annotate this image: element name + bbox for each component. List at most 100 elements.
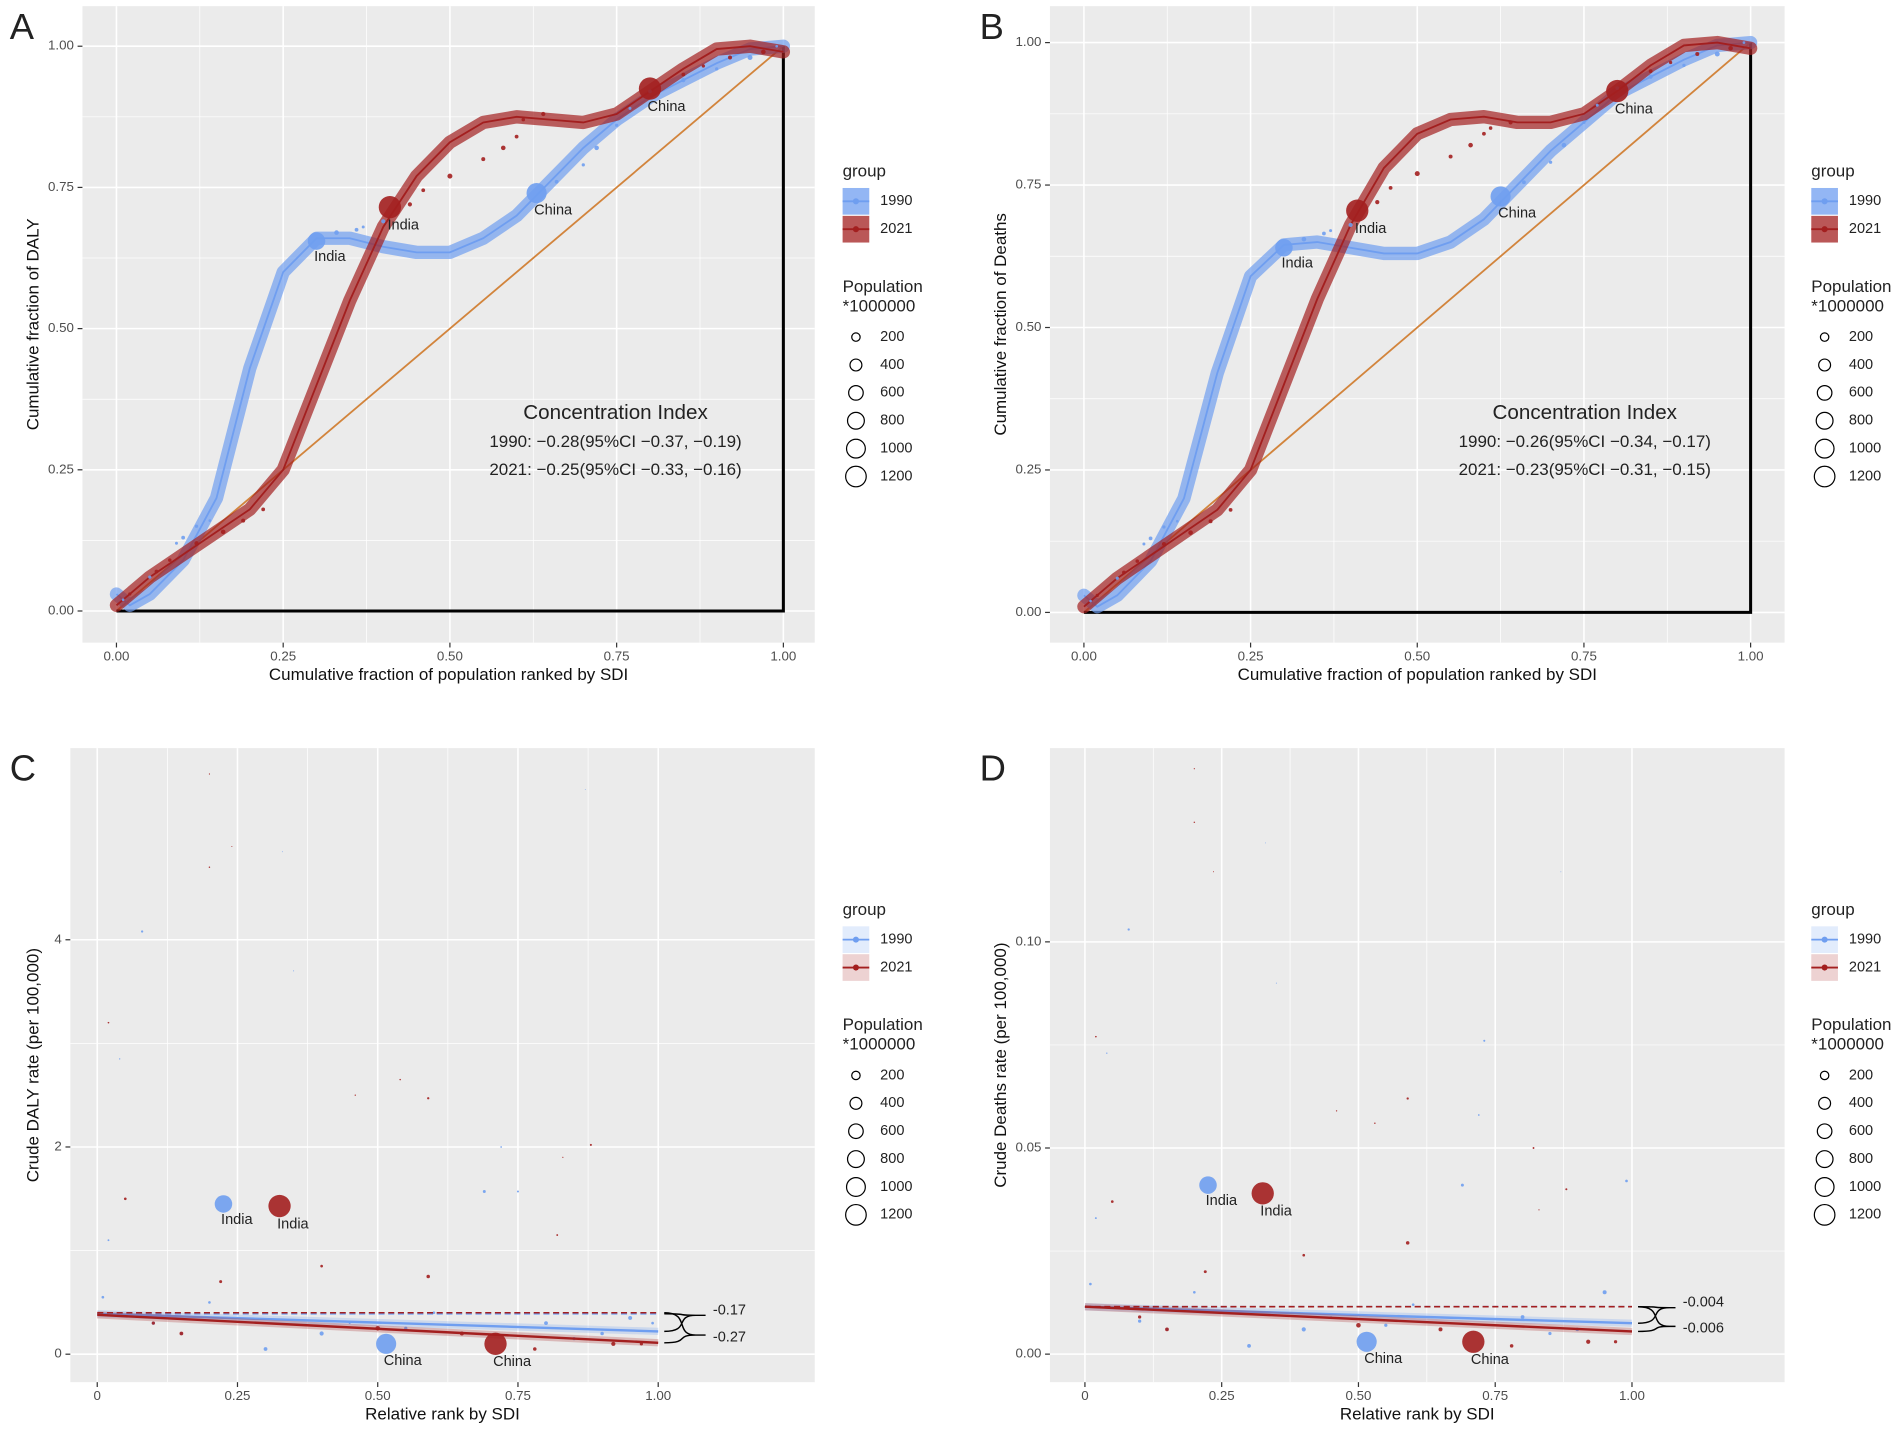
size-legend-label: 200 <box>1849 1067 1873 1083</box>
data-point <box>1302 1253 1306 1257</box>
size-legend-circle <box>1813 465 1836 488</box>
data-point <box>1582 120 1586 124</box>
data-point <box>638 77 662 100</box>
y-tick-label: 0.25 <box>1015 461 1041 476</box>
brace <box>664 1312 706 1344</box>
data-point <box>121 598 125 602</box>
data-point <box>1695 51 1700 56</box>
data-point <box>168 558 172 562</box>
y-axis-title: Cumulative fraction of Deaths <box>991 213 1010 436</box>
legend-dot <box>852 226 859 233</box>
data-point <box>1193 821 1196 824</box>
data-point <box>526 182 547 204</box>
data-point <box>1165 1327 1169 1332</box>
data-point <box>241 518 246 523</box>
data-point <box>1438 1327 1443 1332</box>
data-point <box>181 535 186 540</box>
data-point <box>1335 1110 1338 1112</box>
data-point <box>1089 1282 1092 1286</box>
data-point <box>1728 45 1733 51</box>
data-point <box>554 179 559 184</box>
y-tick-label: 0.05 <box>1015 1140 1041 1155</box>
data-point <box>268 1194 291 1218</box>
size-legend-label: 1000 <box>880 440 912 456</box>
data-point <box>1095 1035 1097 1038</box>
data-point <box>1106 1052 1108 1054</box>
data-point <box>1127 928 1130 931</box>
brace <box>1638 1305 1676 1333</box>
data-point <box>194 541 199 546</box>
data-point <box>761 49 766 55</box>
legend-title: group <box>1811 900 1854 919</box>
data-point <box>1148 536 1153 541</box>
data-point <box>1648 74 1653 79</box>
annotation-title: Concentration Index <box>1493 401 1678 424</box>
legend-dot <box>1821 964 1828 971</box>
data-point <box>1625 1179 1628 1183</box>
point-label: China <box>534 202 573 218</box>
y-tick-label: 0.00 <box>1015 604 1041 619</box>
triangle-border <box>116 46 785 613</box>
x-tick-label: 1.00 <box>770 649 796 664</box>
legend-dot <box>1821 198 1828 205</box>
data-point <box>1490 186 1511 207</box>
data-point <box>1522 180 1526 185</box>
data-point <box>1122 570 1126 575</box>
data-point <box>208 866 211 868</box>
data-point <box>1175 519 1179 523</box>
data-point <box>628 1315 633 1320</box>
size-legend-circle <box>848 384 864 401</box>
data-point <box>293 970 295 972</box>
data-point <box>107 1239 110 1242</box>
y-axis-title: Cumulative fraction of DALY <box>23 218 42 430</box>
data-point <box>1509 1344 1514 1348</box>
data-point <box>1532 1147 1535 1149</box>
size-legend-circle <box>845 1203 867 1226</box>
data-point <box>728 55 733 60</box>
data-point <box>482 1190 486 1194</box>
data-point <box>179 1331 184 1336</box>
data-point <box>514 134 519 139</box>
x-tick-label: 0.25 <box>225 1388 251 1403</box>
fit-line <box>97 1312 659 1333</box>
y-axis-title: Crude Deaths rate (per 100,000) <box>991 943 1010 1188</box>
data-point <box>128 592 132 596</box>
data-point <box>1561 142 1567 148</box>
data-point <box>1548 160 1553 164</box>
data-point <box>1188 530 1193 535</box>
panel-label: A <box>10 6 35 47</box>
fit-line <box>1084 1305 1633 1333</box>
data-point <box>1460 1183 1464 1187</box>
x-tick-label: 0.00 <box>103 649 129 664</box>
data-point <box>1275 982 1277 984</box>
data-point <box>1483 1039 1486 1042</box>
data-point <box>589 1143 592 1146</box>
data-point <box>148 575 152 579</box>
data-point <box>214 1195 233 1213</box>
data-point <box>584 789 586 790</box>
point-label: India <box>314 249 346 265</box>
data-point <box>447 173 453 179</box>
data-point <box>1247 1344 1251 1348</box>
data-point <box>1251 1182 1274 1205</box>
data-point <box>516 1190 519 1193</box>
data-point <box>1586 1339 1591 1344</box>
data-point <box>521 117 526 122</box>
size-legend-label: 1200 <box>1849 468 1881 484</box>
size-legend-label: 800 <box>880 413 904 429</box>
size-legend-label: 400 <box>880 357 904 373</box>
point-label: India <box>1206 1193 1238 1209</box>
y-tick-label: 0.50 <box>1015 319 1041 334</box>
data-point <box>361 225 365 229</box>
data-point <box>381 219 386 224</box>
point-label: China <box>1364 1351 1403 1367</box>
data-point <box>600 1331 604 1336</box>
data-point <box>1482 131 1486 136</box>
data-point <box>541 111 546 117</box>
panel-label: D <box>980 748 1006 789</box>
size-legend-label: 1200 <box>880 468 912 484</box>
slope-label: -0.006 <box>1683 1321 1724 1337</box>
data-point <box>261 507 266 512</box>
data-point <box>1668 60 1673 65</box>
data-point <box>1384 1323 1388 1327</box>
